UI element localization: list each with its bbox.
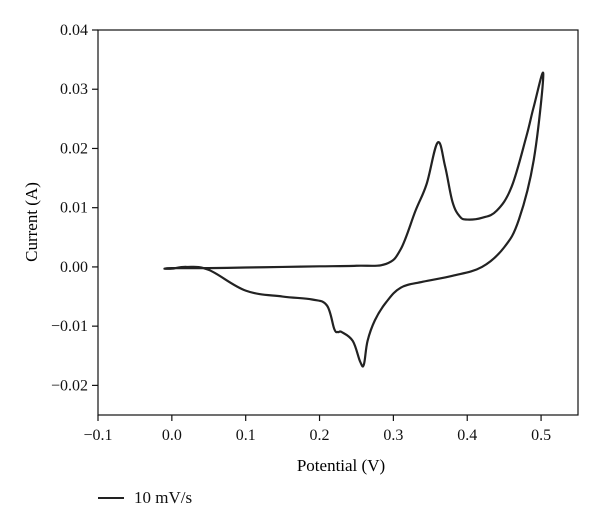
y-tick-label: 0.04 bbox=[60, 22, 88, 39]
plot-frame bbox=[97, 29, 579, 416]
x-tick-label: 0.4 bbox=[457, 427, 477, 444]
x-tick-label: 0.3 bbox=[383, 427, 403, 444]
y-axis-label: Current (A) bbox=[22, 182, 41, 262]
series-line-10mvs bbox=[163, 71, 545, 368]
x-tick-label: 0.5 bbox=[531, 427, 551, 444]
x-tick-label: 0.1 bbox=[236, 427, 256, 444]
axes-group: −0.1 0.0 0.1 0.2 0.3 0.4 0.5 −0.02 −0.01 0.00 0.01… bbox=[51, 22, 579, 444]
x-axis-label: Potential (V) bbox=[297, 456, 385, 475]
x-tick-label: −0.1 bbox=[83, 427, 112, 444]
y-tick-label: 0.00 bbox=[60, 259, 88, 276]
y-tick-label: 0.03 bbox=[60, 81, 88, 98]
y-tick-label: 0.02 bbox=[60, 140, 88, 157]
legend: 10 mV/s bbox=[98, 488, 192, 508]
x-tick-label: 0.0 bbox=[162, 427, 182, 444]
legend-line-swatch bbox=[98, 497, 124, 499]
y-tick-label: 0.01 bbox=[60, 200, 88, 217]
x-tick-label: 0.2 bbox=[310, 427, 330, 444]
y-tick-label: −0.01 bbox=[51, 318, 88, 335]
y-tick-label: −0.02 bbox=[51, 377, 88, 394]
legend-label: 10 mV/s bbox=[134, 488, 193, 507]
